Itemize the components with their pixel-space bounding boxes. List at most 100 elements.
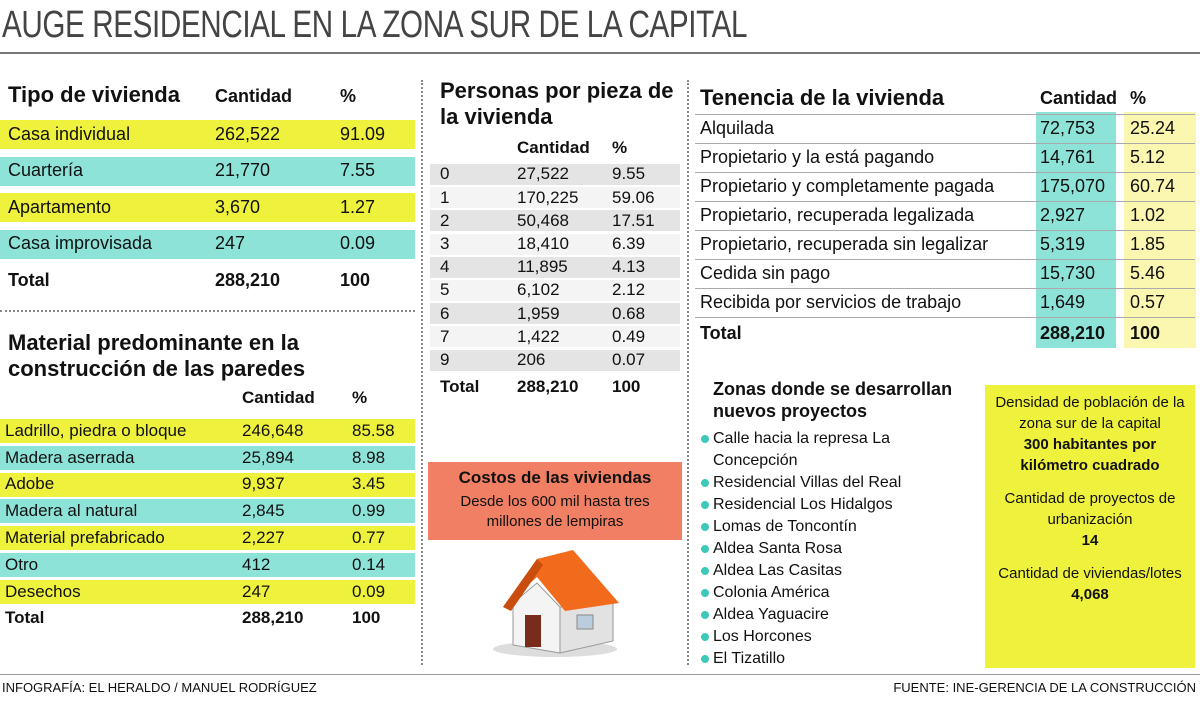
roof-edge	[503, 559, 543, 611]
cell: 0.99	[352, 501, 386, 521]
row-rule	[695, 259, 1195, 260]
column-header: Cantidad	[242, 388, 315, 407]
cell: 8.98	[352, 447, 386, 467]
costs-text: Desde los 600 mil hasta tres millones de…	[460, 493, 650, 530]
total-cell: Total	[700, 322, 742, 343]
cell: 0.14	[352, 554, 386, 574]
cell: 5,319	[1040, 233, 1086, 254]
row-label: Madera aserrada	[5, 447, 135, 467]
total-cell: Total	[440, 377, 480, 397]
bullet	[701, 633, 709, 641]
row-band	[0, 193, 415, 222]
cell: 1,959	[517, 303, 560, 323]
house-icon	[493, 550, 619, 657]
row-band	[430, 187, 680, 209]
row-band	[430, 256, 680, 278]
total-cell: 100	[1130, 322, 1161, 343]
cell: 2,927	[1040, 204, 1086, 225]
row-band	[0, 419, 415, 443]
cell: 9,937	[242, 474, 285, 494]
row-band	[430, 280, 680, 301]
cell: 5.12	[1130, 146, 1166, 167]
cell: 18,410	[517, 233, 569, 253]
row-band	[430, 349, 680, 371]
costs-title: Costos de las viviendas	[458, 468, 652, 487]
bullet	[701, 545, 709, 553]
cell: 9.55	[612, 164, 646, 184]
bullet	[701, 611, 709, 619]
row-label: Casa improvisada	[8, 233, 153, 254]
total-cell: 288,210	[517, 377, 579, 397]
row-band	[0, 156, 415, 186]
list-item: Residencial Villas del Real	[713, 474, 902, 491]
bullet	[701, 567, 709, 575]
cell: 60.74	[1130, 175, 1176, 196]
cell: 262,522	[215, 123, 281, 144]
title-rule	[0, 52, 1200, 54]
list-item: Lomas de Toncontín	[713, 518, 857, 535]
column-header: %	[1130, 88, 1147, 108]
row-band	[0, 472, 415, 497]
row-label: Propietario y completamente pagada	[700, 175, 995, 196]
section-title: Tenencia de la vivienda	[700, 85, 945, 110]
fact-value: 300 habitantes por kilómetro cuadrado	[1020, 436, 1160, 474]
row-label: Madera al natural	[5, 501, 138, 521]
total-cell: 288,210	[242, 608, 304, 628]
cell: 21,770	[215, 160, 271, 181]
fact-label: Cantidad de proyectos de urbanización	[1004, 490, 1176, 528]
credit: INFOGRAFÍA: EL HERALDO / MANUEL RODRÍGUE…	[2, 680, 317, 695]
row-label: Casa individual	[8, 123, 131, 144]
cell: 25.24	[1130, 117, 1176, 138]
roof	[503, 550, 619, 611]
total-cell: Total	[8, 269, 50, 290]
separator	[0, 310, 415, 312]
total-cell: 100	[612, 377, 641, 397]
cell: 3,670	[215, 196, 261, 217]
row-rule	[695, 114, 1195, 115]
row-band	[0, 553, 415, 577]
separator	[421, 80, 423, 665]
row-label: Desechos	[5, 581, 81, 601]
cell: 206	[517, 349, 546, 369]
cell: 170,225	[517, 187, 579, 207]
row-label: Cedida sin pago	[700, 262, 831, 283]
cell: 412	[242, 554, 271, 574]
costs-box	[428, 462, 682, 540]
total-cell: 100	[352, 608, 381, 628]
cell: 17.51	[612, 210, 655, 230]
column-header: Cantidad	[517, 138, 590, 157]
row-rule	[695, 201, 1195, 202]
cell: 0.49	[612, 326, 646, 346]
footer-rule	[0, 674, 1200, 675]
row-label: 3	[440, 233, 450, 253]
row-band	[430, 210, 680, 232]
total-cell: 100	[340, 269, 371, 290]
row-label: Propietario, recuperada sin legalizar	[700, 233, 989, 254]
cell: 15,730	[1040, 262, 1096, 283]
column-header: Cantidad	[1040, 88, 1118, 108]
door	[525, 615, 541, 647]
total-cell: Total	[5, 608, 45, 628]
list-item: Calle hacia la represa La Concepción	[713, 430, 890, 470]
cell: 2.12	[612, 280, 646, 300]
row-label: Material prefabricado	[5, 528, 165, 547]
source: FUENTE: INE-GERENCIA DE LA CONSTRUCCIÓN	[893, 680, 1196, 695]
row-rule	[695, 143, 1195, 144]
cell: 59.06	[612, 187, 655, 207]
list-item: Aldea Las Casitas	[713, 562, 842, 579]
column-header: %	[352, 388, 368, 407]
cell: 7.55	[340, 160, 376, 181]
cell: 175,070	[1040, 175, 1106, 196]
cell: 3.45	[352, 474, 386, 494]
list-item: Residencial Los Hidalgos	[713, 496, 893, 513]
row-rule	[695, 172, 1195, 173]
bullet	[701, 435, 709, 443]
row-label: Recibida por servicios de trabajo	[700, 291, 962, 312]
section-title: Zonas donde se desarrollan nuevos proyec…	[713, 379, 953, 421]
row-label: Propietario, recuperada legalizada	[700, 204, 975, 225]
bullet	[701, 501, 709, 509]
bullet	[701, 589, 709, 597]
row-label: Apartamento	[8, 196, 112, 217]
cell: 27,522	[517, 164, 569, 184]
